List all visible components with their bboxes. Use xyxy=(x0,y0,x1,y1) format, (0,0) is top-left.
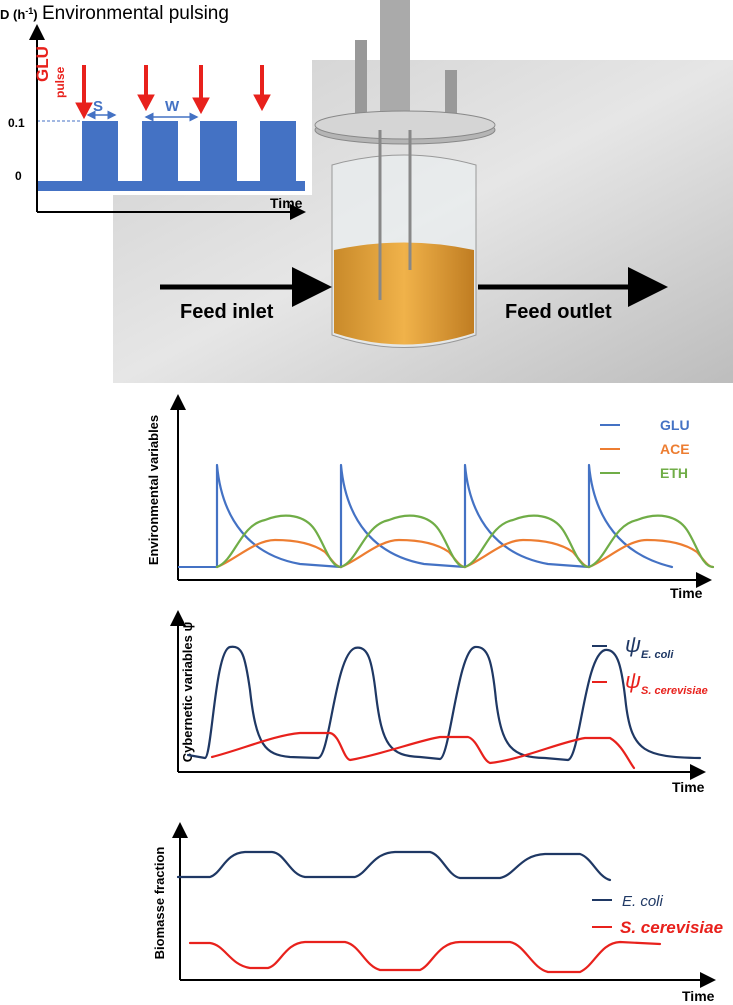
panel-environment: Environmental variables Time GLU ACE ETH xyxy=(146,394,715,601)
shape xyxy=(587,463,674,569)
shape xyxy=(192,97,210,115)
shape xyxy=(215,463,343,569)
shape xyxy=(82,121,118,191)
pulse-title: Environmental pulsing xyxy=(42,3,229,24)
shape xyxy=(188,940,662,974)
w-label: W xyxy=(165,98,180,115)
shape xyxy=(137,94,155,112)
legend-label: ψS. cerevisiae xyxy=(625,668,708,697)
panel-biomass: Biomasse fraction Time E. coli S. cerevi… xyxy=(152,822,723,1004)
panel-cybernetic: Cybernetic variables ψ Time ψE. coli ψS.… xyxy=(170,610,708,795)
legend-label: ψE. coli xyxy=(625,632,674,661)
shape xyxy=(176,850,612,882)
shape xyxy=(142,121,178,191)
inlet-label: Feed inlet xyxy=(180,301,274,323)
y-label: Cybernetic variables ψ xyxy=(180,622,195,763)
shape xyxy=(587,514,715,569)
s-label: S xyxy=(93,98,103,115)
tick-label: 0 xyxy=(15,169,22,183)
tick-label: 0.1 xyxy=(8,116,25,130)
shape xyxy=(260,121,296,191)
shape xyxy=(186,645,702,762)
pulse-label: GLU xyxy=(33,46,52,82)
pulse-sub: pulse xyxy=(53,66,67,98)
shape xyxy=(200,121,237,191)
y-label: D (h-1) xyxy=(0,6,38,22)
y-label: Biomasse fraction xyxy=(152,847,167,960)
y-label: Environmental variables xyxy=(146,415,161,565)
pulse-plot: D (h-1) Environmental pulsing 0.1 0 Time… xyxy=(0,3,306,220)
legend-label: ETH xyxy=(660,465,688,481)
reactor: Feed inlet Feed outlet xyxy=(0,0,733,383)
legend-label: E. coli xyxy=(622,893,664,910)
x-label: Time xyxy=(682,988,715,1004)
shape xyxy=(215,514,343,569)
x-label: Time xyxy=(670,585,703,601)
shape xyxy=(334,242,474,345)
legend-label: S. cerevisiae xyxy=(620,918,723,937)
shape xyxy=(380,0,410,120)
shape xyxy=(355,40,367,130)
legend-label: ACE xyxy=(660,441,690,457)
shape xyxy=(210,731,636,770)
shape xyxy=(253,94,271,112)
legend-label: GLU xyxy=(660,417,690,433)
x-label: Time xyxy=(672,779,705,795)
outlet-label: Feed outlet xyxy=(505,301,612,323)
x-label: Time xyxy=(270,195,303,211)
